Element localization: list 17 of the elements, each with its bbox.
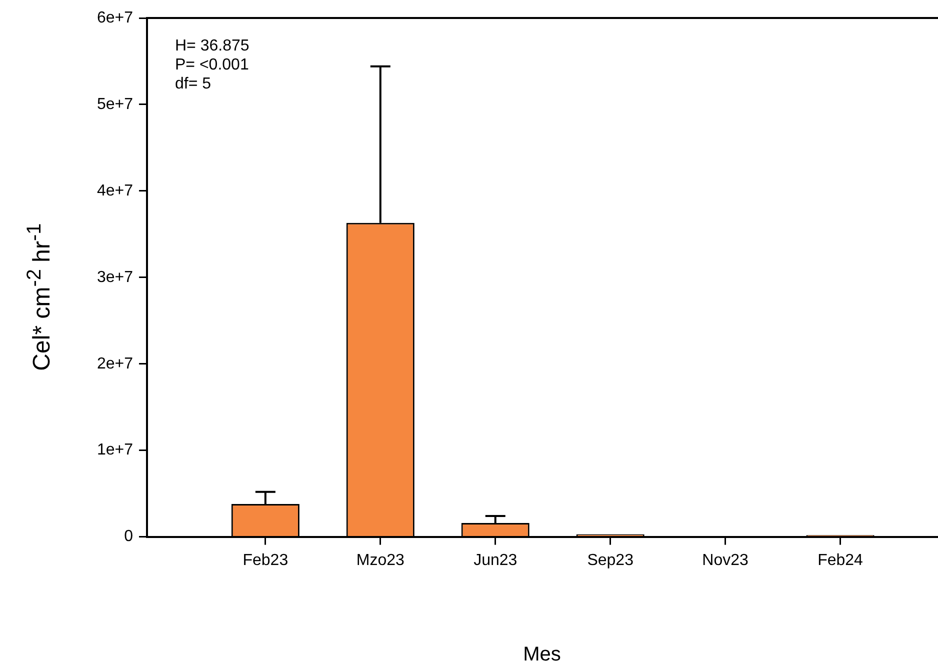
- annotation: P= <0.001: [175, 56, 249, 74]
- x-tick-label: Nov23: [702, 552, 749, 569]
- x-tick-label: Mzo23: [356, 552, 404, 569]
- y-tick-label: 0: [124, 528, 134, 546]
- annotation: H= 36.875: [175, 37, 250, 54]
- y-tick-label: 2e+7: [96, 355, 134, 372]
- x-tick-label: Feb23: [242, 552, 288, 569]
- y-tick-label: 1e+7: [96, 442, 134, 459]
- y-tick-label: 6e+7: [96, 9, 134, 26]
- x-tick-label: Sep23: [587, 552, 634, 569]
- y-tick-label: 4e+7: [96, 182, 134, 200]
- y-tick-label: 3e+7: [96, 268, 134, 286]
- x-axis-title: Mes: [523, 644, 561, 666]
- y-tick-label: 5e+7: [96, 96, 134, 113]
- x-tick-label: Feb24: [818, 552, 864, 569]
- x-tick-label: Jun23: [474, 552, 518, 569]
- annotation: df= 5: [175, 75, 212, 92]
